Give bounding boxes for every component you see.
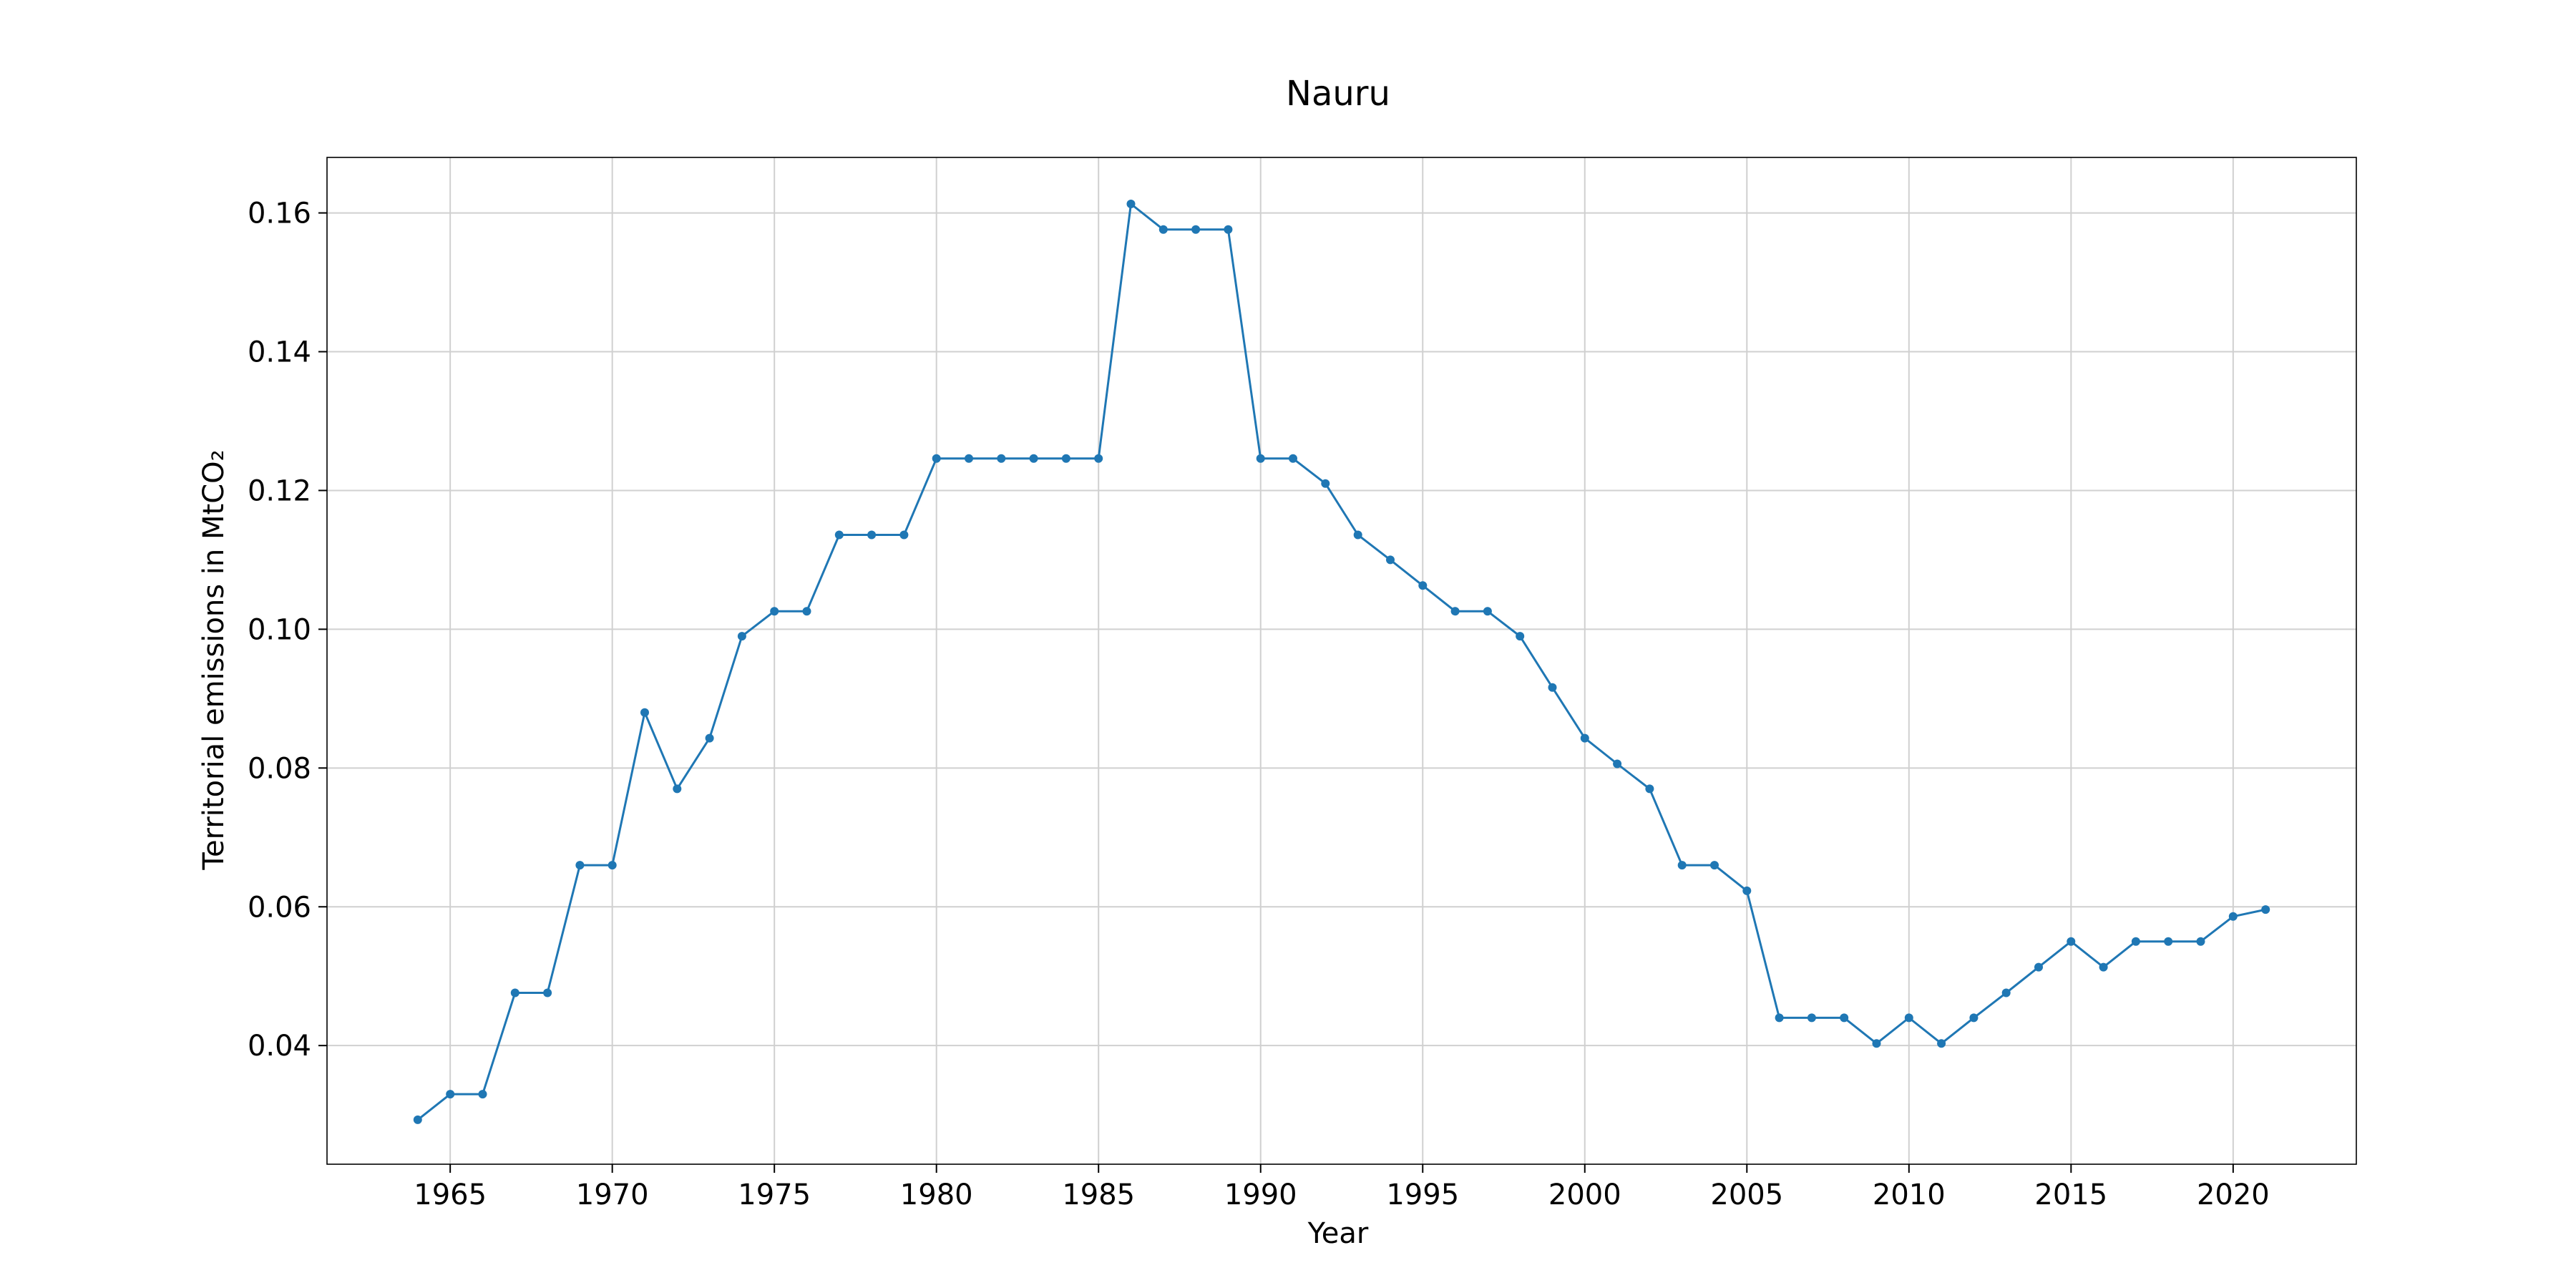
data-point xyxy=(1029,454,1038,463)
data-point xyxy=(2196,937,2205,946)
data-point xyxy=(2228,912,2238,921)
data-point xyxy=(1094,454,1103,463)
axis-ticks: 1965 1970 1975 1980 1985 1990 1995 2000 2005 2010… xyxy=(248,197,2270,1211)
data-point xyxy=(1645,784,1654,794)
x-tick-label: 1975 xyxy=(738,1179,811,1211)
y-tick-label: 0.14 xyxy=(248,336,311,369)
x-tick-label: 2010 xyxy=(1873,1179,1946,1211)
data-point xyxy=(1289,454,1297,463)
data-point xyxy=(1483,607,1492,616)
x-tick-label: 1965 xyxy=(414,1179,487,1211)
x-axis-label: Year xyxy=(1307,1217,1369,1250)
x-tick-label: 2020 xyxy=(2197,1179,2270,1211)
data-point xyxy=(640,708,649,717)
y-tick-label: 0.10 xyxy=(248,613,311,646)
data-point xyxy=(1937,1039,1946,1048)
data-point xyxy=(705,733,714,743)
data-point xyxy=(932,454,941,463)
data-point xyxy=(1613,759,1622,769)
data-point xyxy=(510,988,519,997)
data-point xyxy=(1969,1013,1979,1023)
data-point xyxy=(1158,225,1168,234)
x-tick-label: 2000 xyxy=(1548,1179,1621,1211)
grid xyxy=(327,157,2356,1164)
data-point xyxy=(608,861,617,870)
data-point xyxy=(478,1090,487,1099)
x-tick-label: 1990 xyxy=(1224,1179,1297,1211)
data-point xyxy=(1775,1013,1784,1023)
data-point xyxy=(802,607,811,616)
series-line xyxy=(416,203,2266,1121)
data-point xyxy=(737,632,746,641)
data-point xyxy=(2164,937,2173,946)
data-point xyxy=(2034,962,2043,972)
y-tick-label: 0.06 xyxy=(248,891,311,924)
data-point xyxy=(1904,1013,1913,1023)
data-point xyxy=(2001,988,2011,997)
data-point xyxy=(834,530,844,540)
data-point xyxy=(867,530,877,540)
data-point xyxy=(1807,1013,1816,1023)
data-point xyxy=(1548,683,1557,692)
y-tick-label: 0.16 xyxy=(248,197,311,230)
data-point xyxy=(1742,886,1752,895)
data-point xyxy=(1224,225,1233,234)
x-tick-label: 2005 xyxy=(1710,1179,1783,1211)
plot-area-frame xyxy=(326,157,2357,1165)
data-point xyxy=(1191,225,1201,234)
data-point xyxy=(446,1090,455,1099)
data-point xyxy=(1256,454,1265,463)
data-point xyxy=(2099,962,2108,972)
data-point xyxy=(2067,937,2076,946)
data-point xyxy=(413,1115,422,1124)
x-tick-label: 1985 xyxy=(1062,1179,1135,1211)
data-point xyxy=(899,530,909,540)
data-point xyxy=(1450,607,1460,616)
data-point xyxy=(1840,1013,1849,1023)
data-point xyxy=(997,454,1006,463)
data-point xyxy=(1710,861,1719,870)
data-point xyxy=(770,607,779,616)
x-tick-label: 1995 xyxy=(1386,1179,1459,1211)
data-point xyxy=(1580,733,1589,743)
data-point xyxy=(965,454,973,463)
data-series xyxy=(413,200,2270,1124)
data-point xyxy=(673,784,682,794)
y-tick-label: 0.12 xyxy=(248,474,311,507)
chart-title: Nauru xyxy=(1286,74,1390,114)
data-point xyxy=(1418,581,1428,590)
data-point xyxy=(2261,905,2270,914)
data-point xyxy=(2131,937,2140,946)
data-point xyxy=(1872,1039,1881,1048)
data-point xyxy=(1386,555,1395,565)
data-point xyxy=(1126,200,1136,208)
data-point xyxy=(1353,530,1362,540)
data-point xyxy=(575,861,585,870)
x-tick-label: 1970 xyxy=(576,1179,649,1211)
data-point xyxy=(1677,861,1687,870)
x-tick-label: 1980 xyxy=(900,1179,973,1211)
data-point xyxy=(1061,454,1070,463)
y-tick-label: 0.08 xyxy=(248,752,311,785)
y-axis-label: Territorial emissions in MtCO₂ xyxy=(197,449,230,870)
x-tick-label: 2015 xyxy=(2034,1179,2107,1211)
data-point xyxy=(543,988,552,997)
y-tick-label: 0.04 xyxy=(248,1030,311,1063)
data-point xyxy=(1321,479,1330,488)
data-point xyxy=(1516,632,1525,641)
